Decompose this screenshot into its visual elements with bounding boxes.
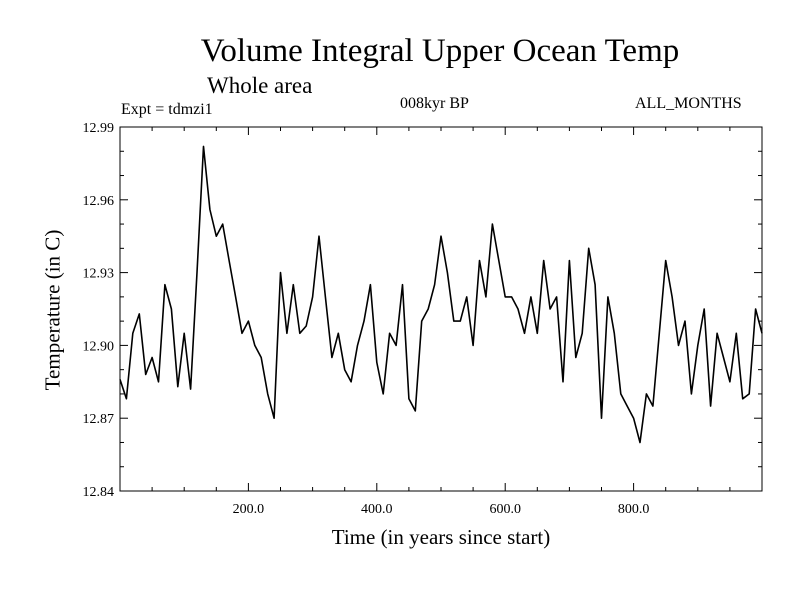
x-tick-label: 200.0 xyxy=(233,502,265,517)
y-tick-label: 12.84 xyxy=(83,485,115,500)
chart-subtitle: Whole area xyxy=(207,73,313,98)
experiment-label: Expt = tdmzi1 xyxy=(121,101,213,118)
x-tick-label: 400.0 xyxy=(361,502,393,517)
x-tick-label: 800.0 xyxy=(618,502,650,517)
x-tick-label: 600.0 xyxy=(489,502,521,517)
chart-title: Volume Integral Upper Ocean Temp xyxy=(200,33,680,69)
x-axis-label: Time (in years since start) xyxy=(331,525,551,549)
plot-frame xyxy=(119,126,763,492)
months-label: ALL_MONTHS xyxy=(635,95,742,112)
y-tick-label: 12.87 xyxy=(83,412,115,427)
y-tick-label: 12.90 xyxy=(83,339,115,354)
y-tick-label: 12.96 xyxy=(83,194,115,209)
axis-ticks xyxy=(120,126,762,492)
axis-tick-labels: 12.84 12.87 12.90 12.93 12.96 12.99 200.0 400.0… xyxy=(83,121,650,517)
period-label: 008kyr BP xyxy=(400,95,469,112)
series-line-temperature xyxy=(119,145,763,444)
y-tick-label: 12.99 xyxy=(83,121,115,136)
y-tick-label: 12.93 xyxy=(83,267,115,282)
